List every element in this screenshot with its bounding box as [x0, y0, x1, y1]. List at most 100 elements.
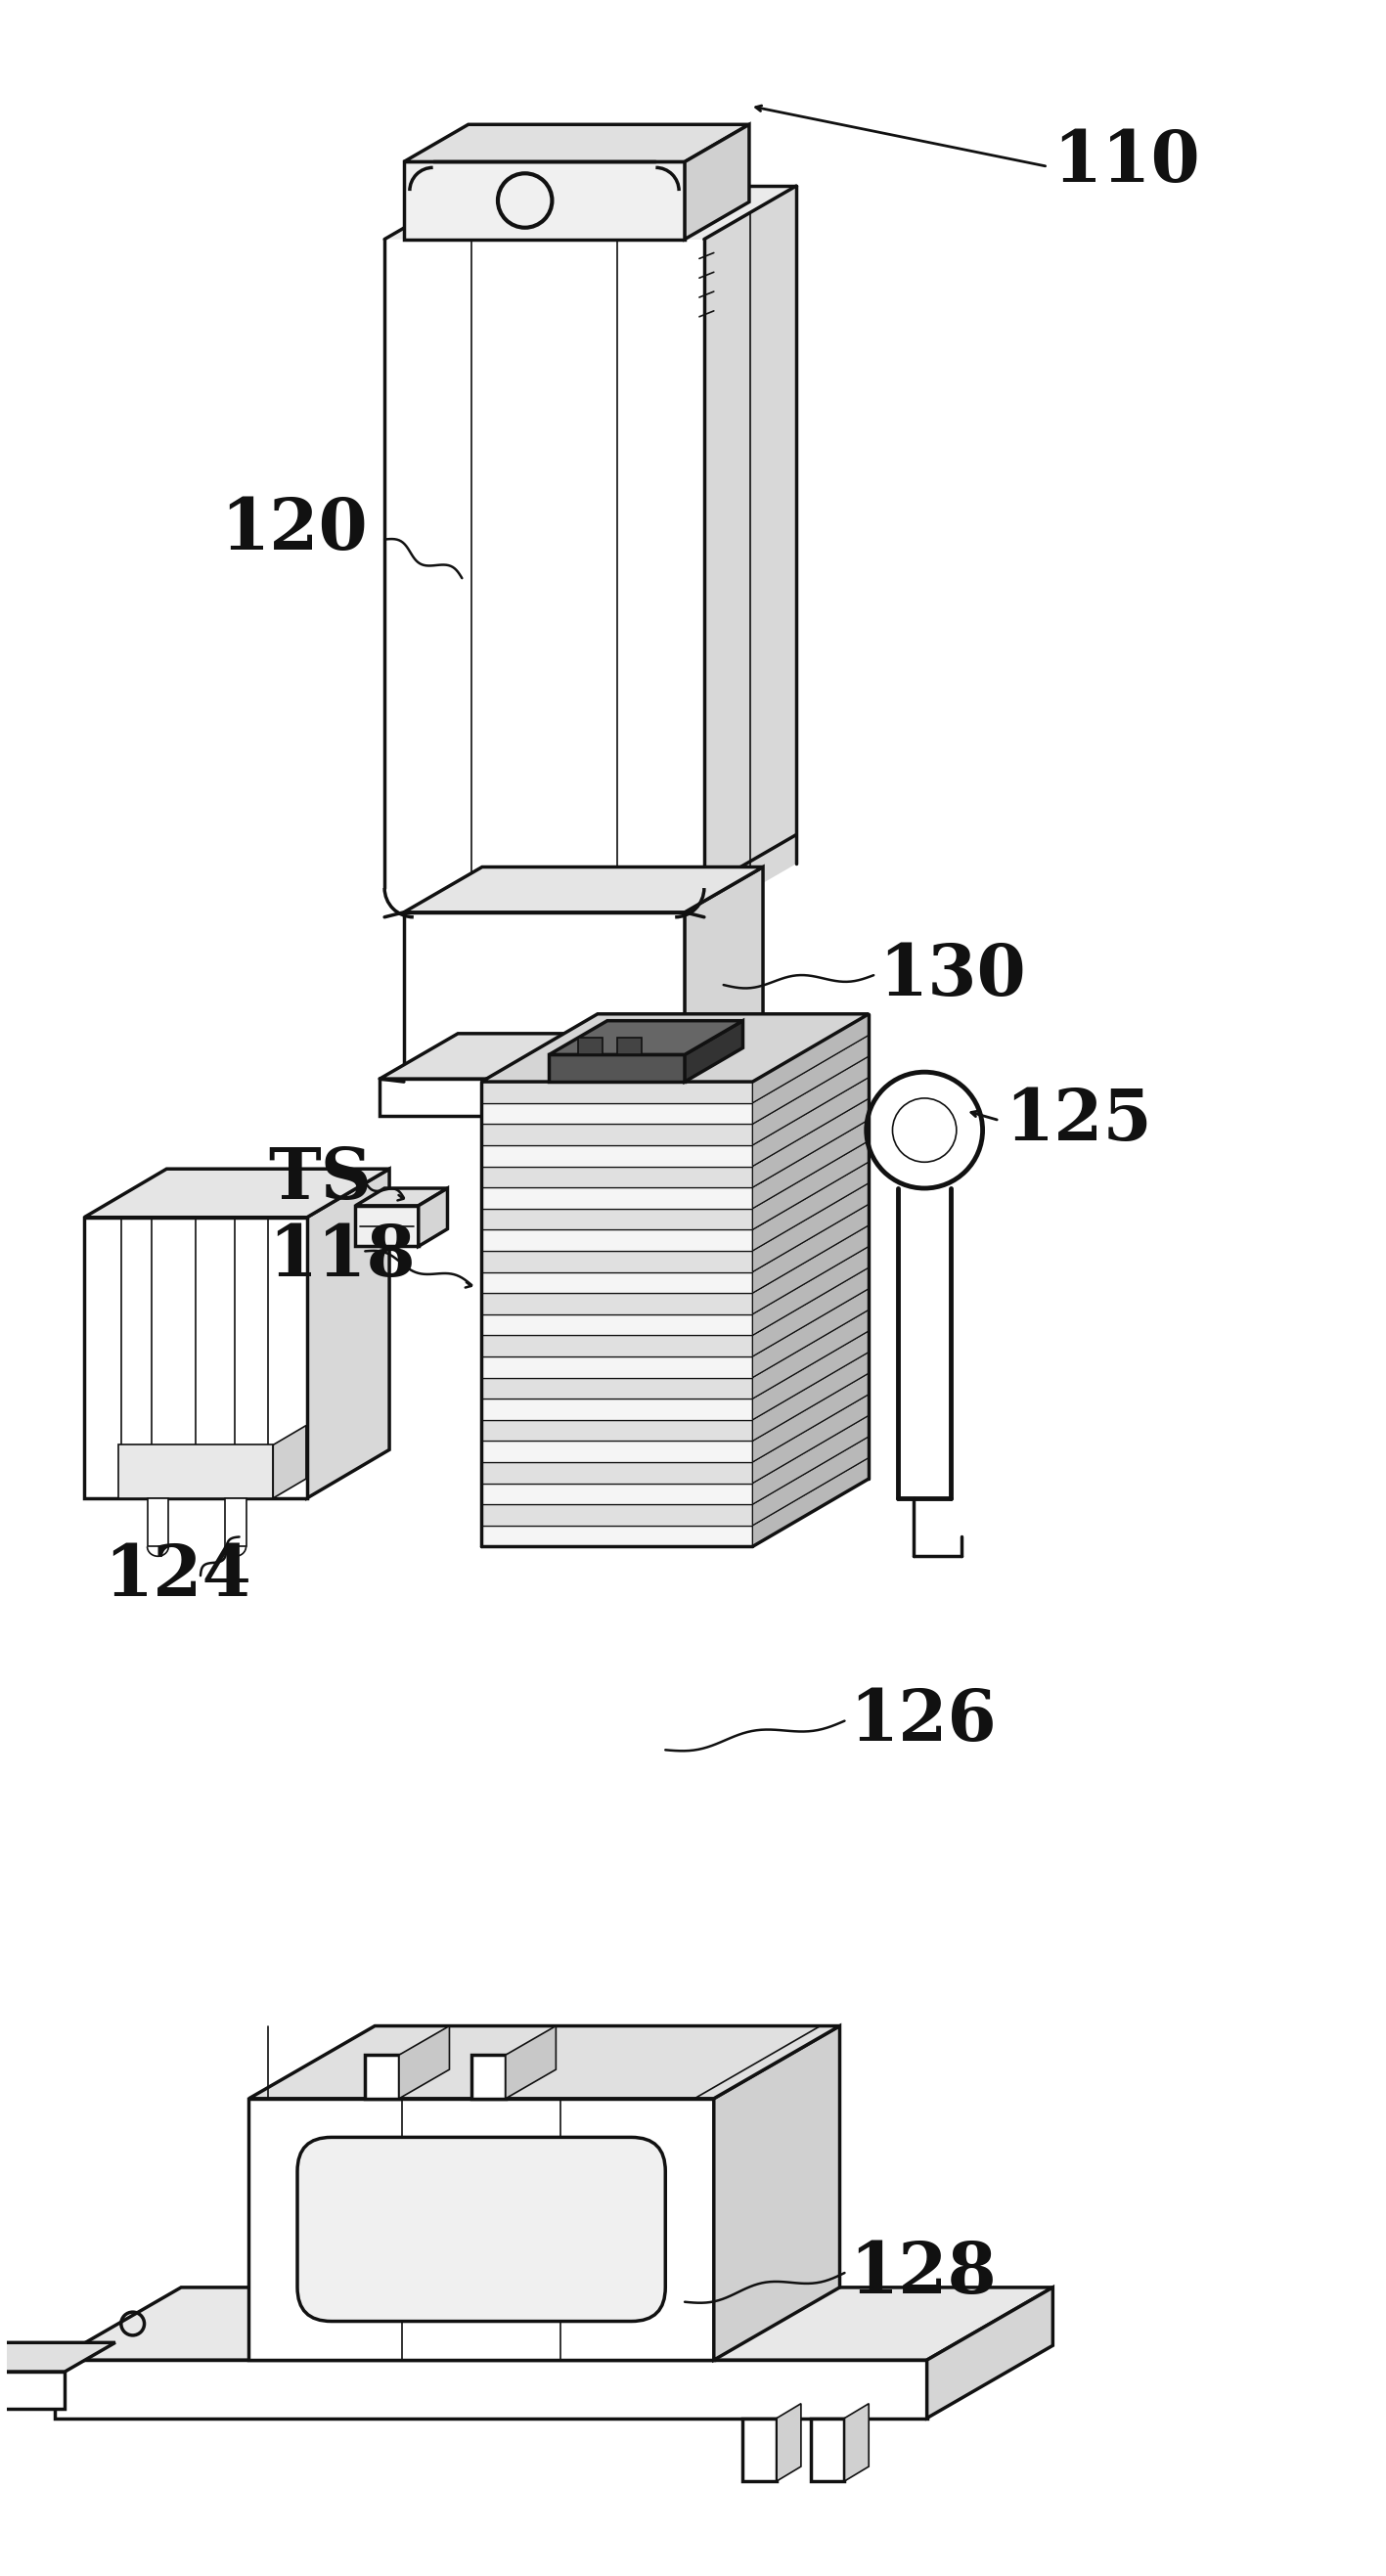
Polygon shape [0, 2372, 65, 2409]
Polygon shape [477, 185, 796, 863]
Polygon shape [481, 1188, 753, 1208]
Polygon shape [0, 2342, 115, 2372]
Polygon shape [753, 1373, 869, 1463]
Polygon shape [249, 2025, 840, 2099]
Polygon shape [685, 1020, 743, 1082]
Polygon shape [403, 162, 685, 240]
Polygon shape [549, 1054, 685, 1082]
Text: 124: 124 [104, 1540, 251, 1610]
Polygon shape [753, 1394, 869, 1484]
Polygon shape [710, 1033, 787, 1115]
Polygon shape [380, 1033, 787, 1079]
Polygon shape [403, 912, 685, 1082]
Polygon shape [578, 1038, 603, 1054]
Polygon shape [753, 1226, 869, 1314]
Polygon shape [753, 1182, 869, 1273]
Polygon shape [753, 1203, 869, 1293]
Polygon shape [753, 1097, 869, 1188]
Polygon shape [753, 1288, 869, 1378]
Polygon shape [753, 1267, 869, 1358]
Polygon shape [481, 1419, 753, 1440]
Polygon shape [481, 1399, 753, 1419]
Polygon shape [753, 1352, 869, 1440]
Polygon shape [753, 1458, 869, 1546]
Polygon shape [481, 1229, 753, 1252]
Polygon shape [481, 1525, 753, 1546]
Text: TS: TS [269, 1144, 371, 1213]
Polygon shape [419, 1188, 448, 1247]
Polygon shape [380, 1079, 710, 1115]
Polygon shape [481, 1334, 753, 1358]
Polygon shape [597, 1015, 869, 1479]
FancyBboxPatch shape [298, 2138, 665, 2321]
Polygon shape [753, 1437, 869, 1525]
Circle shape [866, 1072, 983, 1188]
Polygon shape [617, 1038, 642, 1054]
Polygon shape [355, 1206, 419, 1247]
Polygon shape [753, 1414, 869, 1504]
Polygon shape [481, 1082, 753, 1103]
Polygon shape [55, 2360, 927, 2419]
Polygon shape [506, 2025, 556, 2099]
Polygon shape [481, 1358, 753, 1378]
Polygon shape [481, 1252, 753, 1273]
Polygon shape [811, 2419, 844, 2481]
Polygon shape [471, 2056, 506, 2099]
Polygon shape [753, 1309, 869, 1399]
Polygon shape [225, 1499, 247, 1546]
Polygon shape [365, 2056, 399, 2099]
Polygon shape [249, 2099, 714, 2360]
Polygon shape [355, 1188, 448, 1206]
Polygon shape [481, 1208, 753, 1229]
Polygon shape [118, 1445, 273, 1499]
Polygon shape [481, 1167, 753, 1188]
Polygon shape [399, 2025, 449, 2099]
Polygon shape [753, 1332, 869, 1419]
Polygon shape [384, 240, 704, 917]
Polygon shape [55, 2287, 1053, 2360]
Polygon shape [273, 1425, 306, 1499]
Text: 118: 118 [269, 1221, 416, 1291]
Polygon shape [753, 1121, 869, 1208]
Polygon shape [481, 1273, 753, 1293]
Polygon shape [481, 1463, 753, 1484]
Polygon shape [753, 1141, 869, 1229]
Polygon shape [481, 1146, 753, 1167]
Polygon shape [403, 124, 750, 162]
Text: 130: 130 [879, 940, 1026, 1010]
Text: 125: 125 [1005, 1084, 1152, 1154]
Polygon shape [481, 1504, 753, 1525]
Text: 110: 110 [1053, 126, 1200, 196]
Polygon shape [753, 1056, 869, 1146]
Polygon shape [147, 1499, 169, 1546]
Polygon shape [927, 2287, 1053, 2419]
Polygon shape [384, 185, 796, 240]
Polygon shape [844, 2403, 869, 2481]
Polygon shape [704, 185, 796, 917]
Polygon shape [481, 1314, 753, 1334]
Polygon shape [481, 1378, 753, 1399]
Text: 128: 128 [850, 2239, 997, 2308]
Polygon shape [481, 1015, 869, 1082]
Polygon shape [481, 1103, 753, 1123]
Polygon shape [85, 1170, 389, 1218]
Polygon shape [753, 1077, 869, 1167]
Polygon shape [898, 1188, 951, 1499]
Polygon shape [85, 1218, 308, 1499]
Polygon shape [481, 1440, 753, 1463]
Text: 126: 126 [850, 1687, 997, 1757]
Polygon shape [685, 868, 762, 1082]
Polygon shape [743, 2419, 776, 2481]
Polygon shape [776, 2403, 801, 2481]
Polygon shape [481, 1293, 753, 1314]
Polygon shape [685, 124, 750, 240]
Polygon shape [753, 1247, 869, 1334]
Polygon shape [753, 1015, 869, 1103]
Polygon shape [753, 1162, 869, 1252]
Text: 120: 120 [220, 495, 367, 564]
Polygon shape [753, 1036, 869, 1123]
Polygon shape [403, 868, 762, 912]
Polygon shape [481, 1484, 753, 1504]
Polygon shape [481, 1123, 753, 1146]
Polygon shape [549, 1020, 743, 1054]
